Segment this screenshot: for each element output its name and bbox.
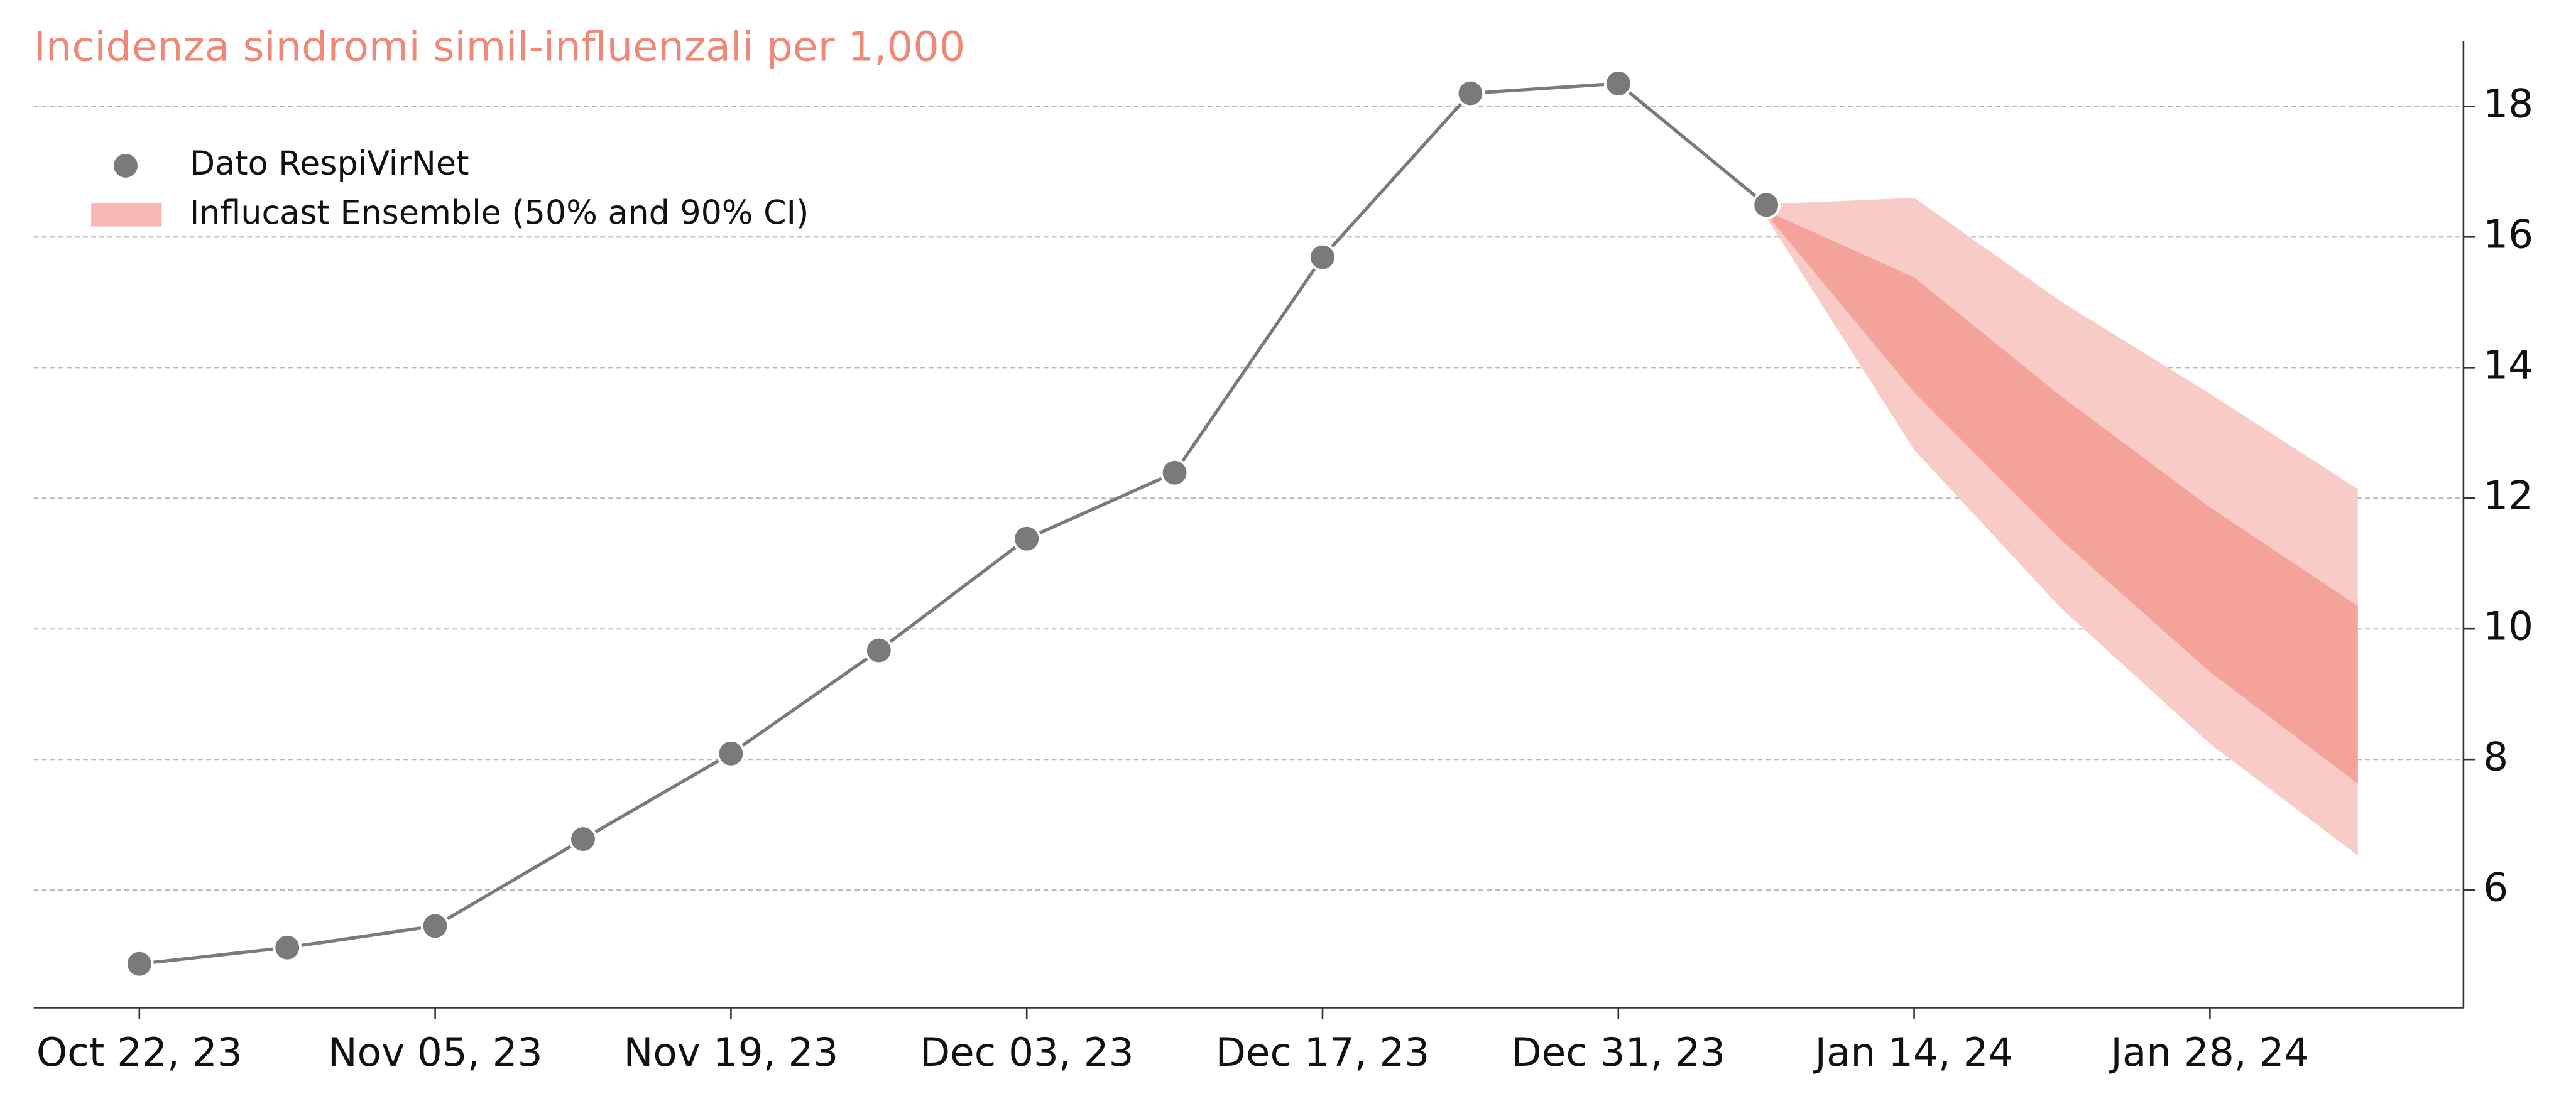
legend-label: Dato RespiVirNet	[190, 145, 469, 183]
data-point	[1752, 190, 1781, 220]
x-tick-label: Jan 14, 24	[1813, 1029, 2014, 1075]
data-point	[716, 739, 746, 768]
data-point	[1603, 69, 1633, 98]
x-tick-label: Oct 22, 23	[36, 1029, 243, 1075]
y-tick-label: 12	[2483, 472, 2533, 518]
legend-marker	[111, 151, 140, 180]
data-point	[1456, 79, 1485, 108]
data-point	[569, 825, 598, 854]
data-point	[1160, 458, 1189, 487]
x-tick-label: Dec 31, 23	[1511, 1029, 1725, 1075]
data-point	[124, 949, 154, 978]
data-point	[420, 911, 450, 941]
y-tick-label: 16	[2483, 211, 2533, 257]
x-tick-label: Nov 19, 23	[624, 1029, 839, 1075]
y-tick-label: 8	[2483, 734, 2508, 779]
x-tick-label: Nov 05, 23	[328, 1029, 543, 1075]
chart-title: Incidenza sindromi simil-influenzali per…	[34, 23, 966, 70]
legend-patch	[91, 203, 162, 227]
y-tick-label: 14	[2483, 342, 2533, 387]
series-line	[139, 82, 1767, 966]
data-point	[273, 933, 302, 962]
y-tick-label: 10	[2483, 603, 2533, 649]
data-point	[1012, 524, 1042, 553]
x-tick-label: Dec 03, 23	[920, 1029, 1134, 1075]
data-point	[1308, 242, 1337, 272]
y-tick-label: 18	[2483, 80, 2533, 126]
x-tick-label: Dec 17, 23	[1216, 1029, 1430, 1075]
data-point	[864, 636, 893, 665]
x-tick-label: Jan 28, 24	[2108, 1029, 2309, 1075]
legend-label: Influcast Ensemble (50% and 90% CI)	[190, 194, 809, 232]
y-tick-label: 6	[2483, 864, 2508, 910]
band-50	[1766, 210, 2358, 784]
